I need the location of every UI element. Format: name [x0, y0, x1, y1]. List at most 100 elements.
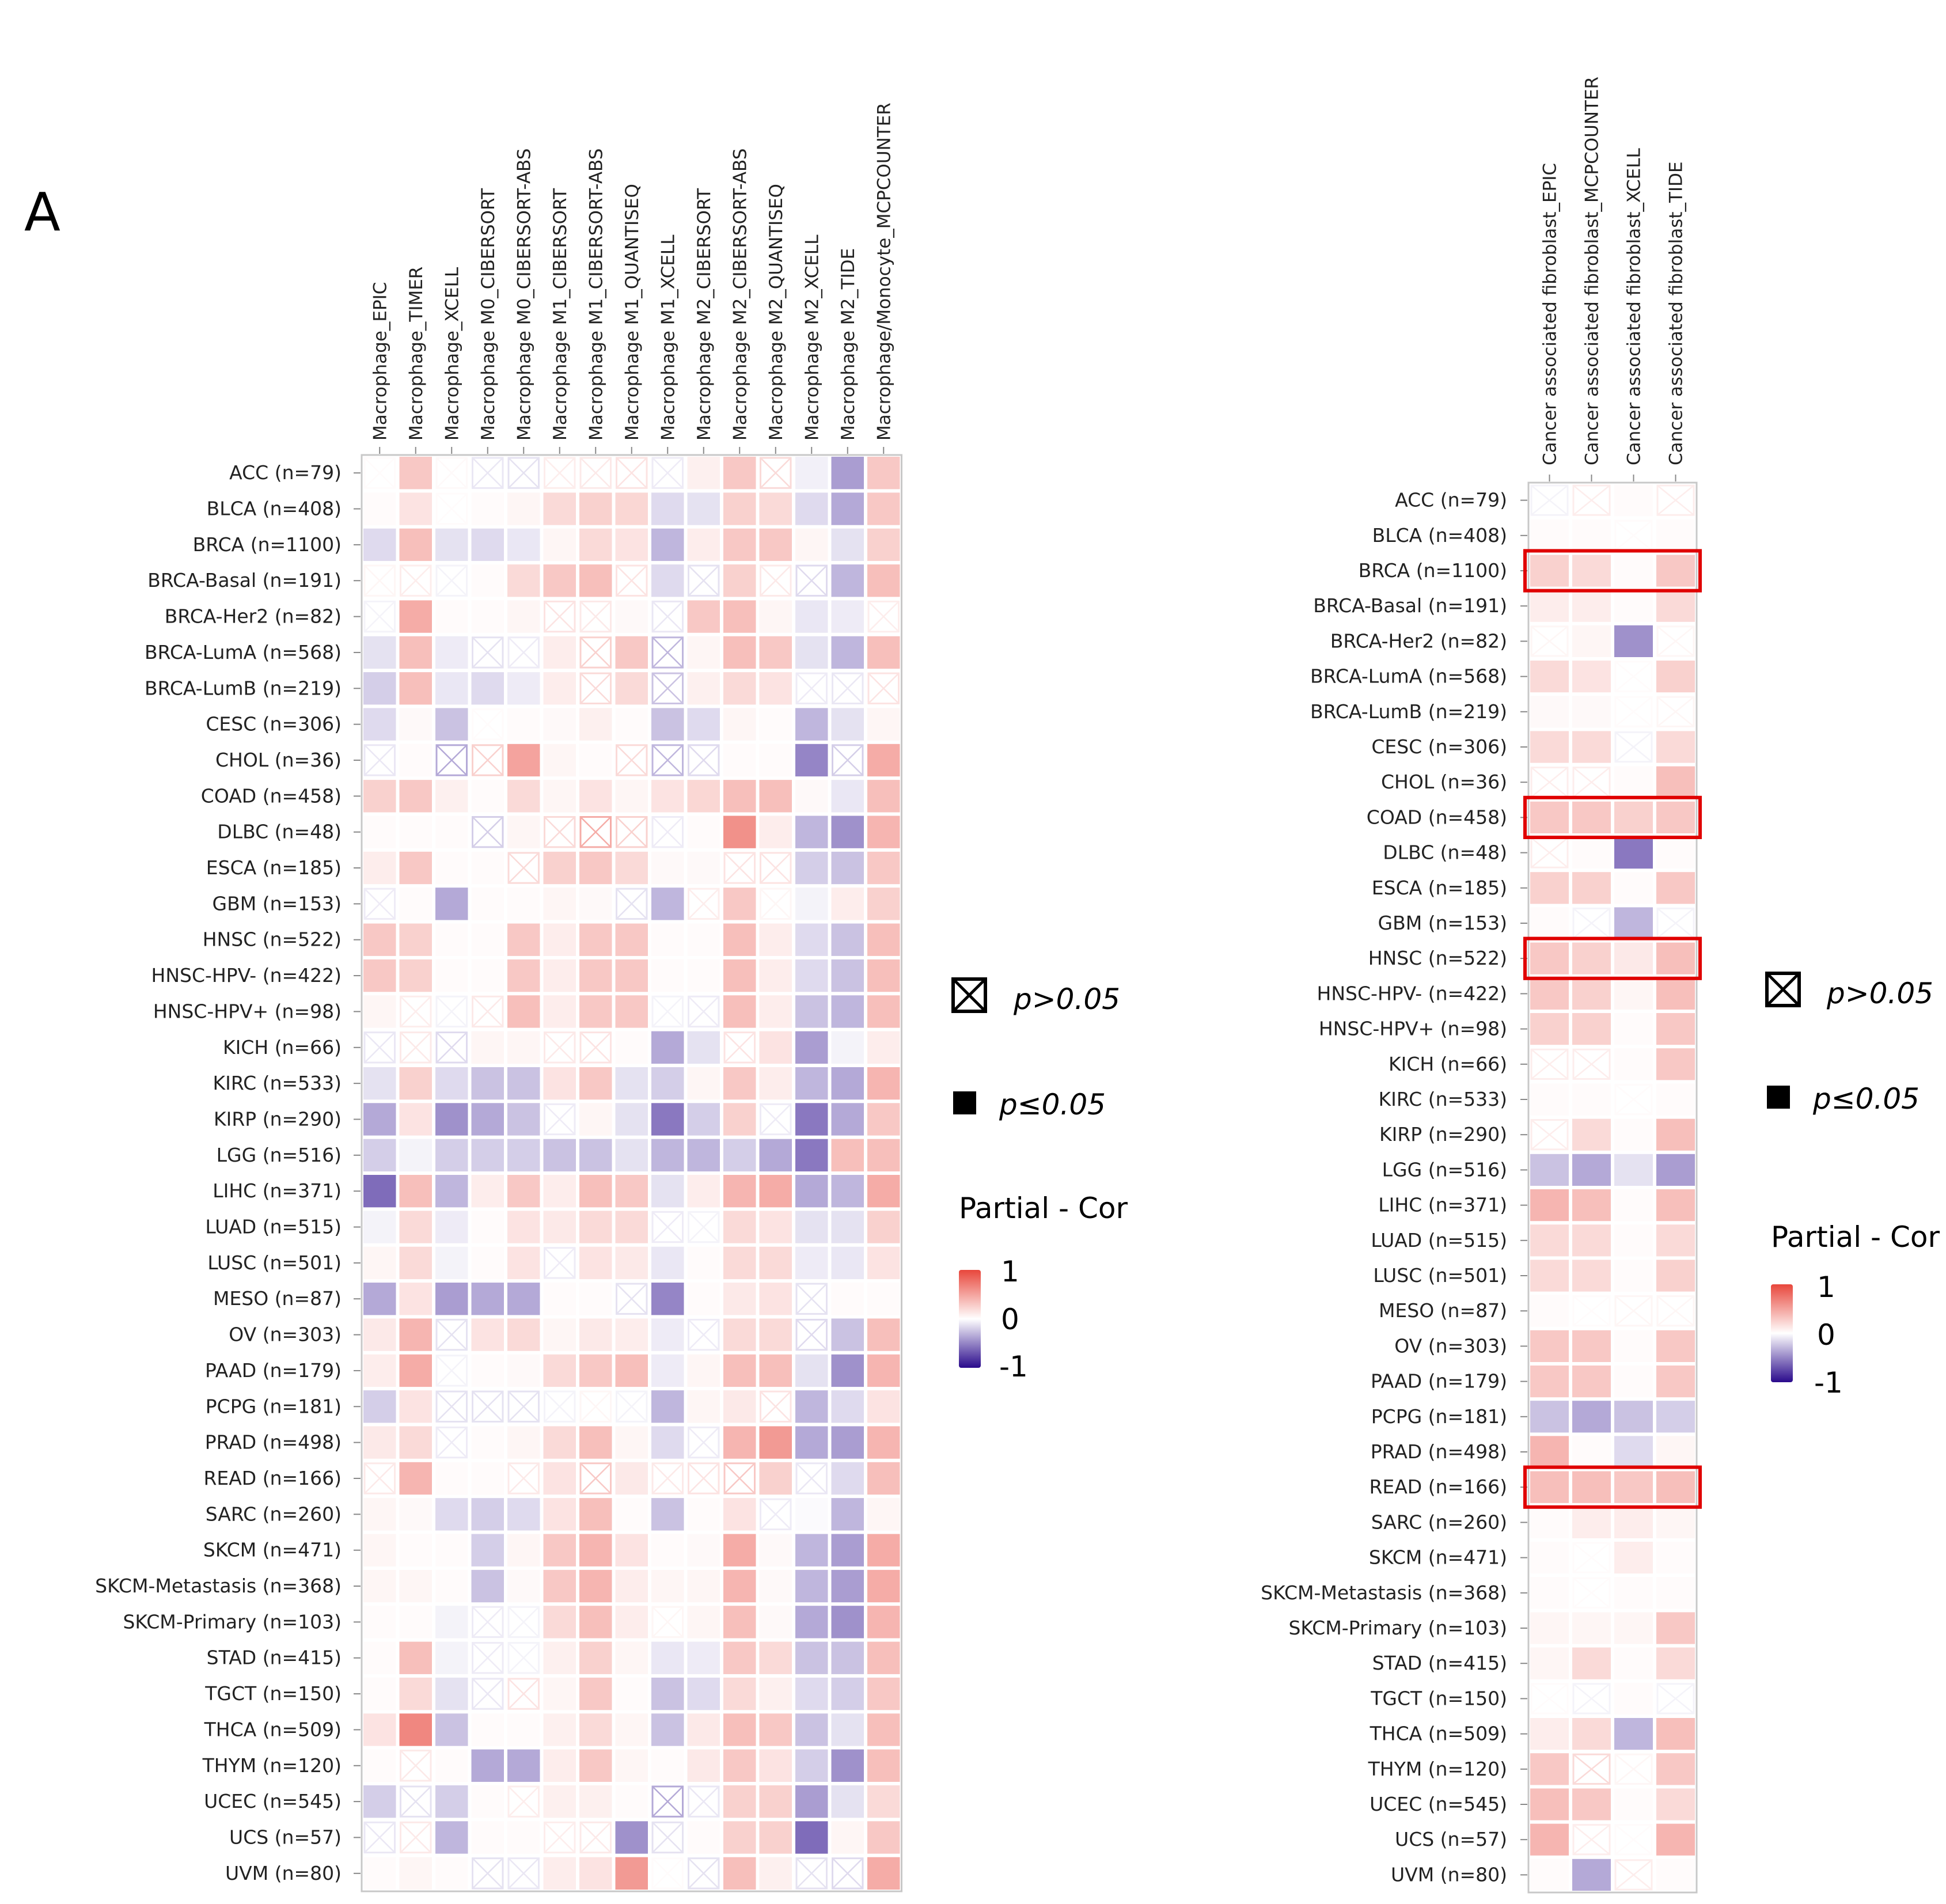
heatmap-cell	[1656, 977, 1695, 1010]
heatmap-cell	[831, 636, 864, 669]
heatmap-cell	[867, 1713, 900, 1746]
heatmap-cell	[435, 636, 468, 669]
row-label: UCS (n=57)	[1395, 1828, 1507, 1850]
heatmap-cell	[471, 1354, 504, 1387]
heatmap-cell	[579, 1534, 612, 1567]
heatmap-cell	[472, 995, 504, 1028]
heatmap-cell	[472, 1606, 504, 1638]
heatmap-cell	[471, 1246, 504, 1280]
heatmap-cell	[579, 887, 612, 920]
heatmap-cell	[759, 959, 792, 992]
heatmap-cell	[435, 457, 468, 489]
heatmap-cell	[867, 636, 900, 669]
heatmap-cell	[616, 457, 648, 489]
heatmap-cell	[687, 1641, 720, 1674]
heatmap-cell	[867, 744, 900, 777]
heatmap-cell	[543, 492, 576, 525]
heatmap-cell	[831, 1067, 864, 1100]
heatmap-cell	[579, 1139, 612, 1171]
heatmap-cell	[1656, 1436, 1695, 1468]
heatmap-cell	[759, 1067, 792, 1100]
heatmap-cell	[1530, 1224, 1569, 1257]
heatmap-cell	[795, 1785, 828, 1818]
heatmap-cell	[1572, 1577, 1611, 1609]
heatmap-cell	[759, 1283, 792, 1315]
heatmap-cell	[435, 1103, 468, 1136]
heatmap-cell	[795, 636, 828, 669]
heatmap-cell	[759, 1139, 792, 1171]
heatmap-cell	[723, 1354, 756, 1387]
heatmap-cell	[831, 708, 864, 741]
heatmap-cell	[507, 564, 540, 597]
heatmap-cell	[651, 1211, 684, 1243]
heatmap-cell	[615, 1821, 648, 1854]
heatmap-cell	[579, 1713, 612, 1746]
heatmap-cell	[723, 923, 756, 956]
heatmap-cell	[471, 1067, 504, 1100]
heatmap-cell	[363, 995, 396, 1028]
heatmap-cell	[435, 1318, 468, 1351]
heatmap-cell	[507, 1354, 540, 1387]
heatmap-cell	[399, 1283, 432, 1315]
heatmap-cell	[1530, 1401, 1569, 1433]
heatmap-cell	[435, 492, 468, 525]
row-label: ESCA (n=185)	[206, 856, 342, 879]
heatmap-cell	[795, 708, 828, 741]
heatmap-cell	[399, 600, 432, 633]
heatmap-cell	[472, 636, 504, 669]
heatmap-cell	[867, 1677, 900, 1710]
heatmap-cell	[1656, 661, 1695, 693]
row-label: UVM (n=80)	[1391, 1863, 1507, 1886]
heatmap-cell	[795, 1677, 828, 1710]
heatmap-cell	[507, 1642, 540, 1674]
heatmap-cell	[543, 564, 576, 597]
heatmap-cell	[723, 995, 756, 1028]
heatmap-cell	[544, 1821, 576, 1854]
heatmap-cell	[435, 1283, 468, 1315]
heatmap-cell	[1530, 872, 1569, 904]
heatmap-cell	[1530, 1577, 1569, 1609]
heatmap-cell	[1614, 1859, 1653, 1891]
column-label: Macrophage M0_CIBERSORT	[478, 188, 499, 441]
heatmap-cell	[1614, 1295, 1653, 1327]
heatmap-cell	[1530, 1013, 1569, 1045]
row-label: BRCA-Her2 (n=82)	[1330, 629, 1507, 652]
heatmap-cell	[723, 1785, 756, 1818]
heatmap-cell	[651, 636, 684, 669]
heatmap-cell	[687, 457, 720, 490]
heatmap-cell	[363, 851, 396, 885]
heatmap-cell	[1614, 1577, 1653, 1609]
heatmap-cell	[1614, 766, 1653, 798]
heatmap-cell	[795, 995, 828, 1028]
column-label: Macrophage/Monocyte_MCPCOUNTER	[874, 103, 894, 441]
heatmap-cell	[1530, 977, 1569, 1010]
heatmap-cell	[1530, 1823, 1569, 1856]
row-label: LUSC (n=501)	[207, 1251, 342, 1274]
heatmap-cell	[1572, 1506, 1611, 1538]
heatmap-cell	[723, 1139, 756, 1171]
heatmap-cell	[795, 887, 828, 920]
heatmap-cell	[471, 887, 504, 920]
row-label: THYM (n=120)	[202, 1754, 342, 1777]
row-label: ACC (n=79)	[1395, 489, 1507, 511]
heatmap-cell	[1614, 484, 1653, 517]
heatmap-cell	[723, 1857, 756, 1890]
heatmap-cell	[543, 672, 576, 705]
heatmap-cell	[1656, 1753, 1695, 1785]
heatmap-cell	[1572, 661, 1611, 693]
heatmap-cell	[831, 1103, 864, 1136]
heatmap-cell	[615, 672, 648, 705]
colorbar-tick-zero: 0	[1817, 1318, 1835, 1352]
heatmap-cell	[399, 923, 432, 956]
heatmap-cell	[867, 1246, 900, 1280]
heatmap-cell	[760, 887, 792, 920]
heatmap-cell	[472, 816, 504, 848]
heatmap-cell	[723, 780, 756, 813]
heatmap-cell	[1530, 942, 1569, 974]
heatmap-cell	[867, 1031, 900, 1064]
row-label: SKCM-Primary (n=103)	[123, 1610, 342, 1633]
heatmap-cell	[399, 887, 432, 920]
heatmap-cell	[399, 1354, 432, 1387]
heatmap-cell	[1656, 519, 1695, 552]
heatmap-cell	[1614, 977, 1653, 1010]
